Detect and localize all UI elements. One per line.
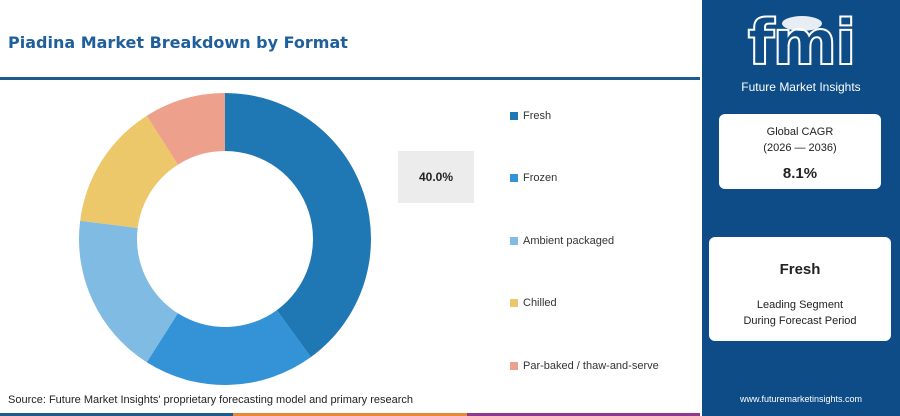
legend-label: Chilled — [523, 297, 557, 309]
donut-slice-frozen — [146, 310, 311, 385]
leading-segment-period: During Forecast Period — [743, 315, 857, 327]
legend-item-par-baked: Par-baked / thaw-and-serve — [510, 360, 659, 372]
value-callout: 40.0% — [398, 151, 474, 203]
legend-swatch — [510, 362, 518, 370]
legend-label: Par-baked / thaw-and-serve — [523, 360, 659, 372]
donut-slice-par-baked-thaw-and-serve — [146, 93, 225, 165]
donut-chart — [79, 93, 371, 385]
cagr-period: (2026 — 2036) — [763, 142, 837, 154]
legend-swatch — [510, 237, 518, 245]
donut-slice-chilled — [80, 115, 178, 228]
legend-item-fresh: Fresh — [510, 110, 551, 122]
cagr-card: Global CAGR (2026 — 2036) 8.1% — [719, 114, 881, 189]
cagr-value: 8.1% — [782, 165, 818, 182]
logo-company-name: Future Market Insights — [741, 80, 861, 94]
legend-item-chilled: Chilled — [510, 297, 557, 309]
leading-segment-caption: Leading Segment — [756, 299, 844, 311]
legend-swatch — [510, 174, 518, 182]
fmi-logo: fmi Future Market Insights — [702, 5, 900, 96]
chart-title: Piadina Market Breakdown by Format — [8, 33, 348, 52]
side-panel: fmi Future Market Insights — [702, 0, 900, 416]
legend-swatch — [510, 112, 518, 120]
bottom-bar-segment — [466, 413, 700, 416]
bottom-bar-segment — [0, 413, 234, 416]
leading-segment-name: Fresh — [779, 261, 821, 278]
legend-label: Frozen — [523, 172, 558, 184]
legend-item-ambient-packaged: Ambient packaged — [510, 235, 614, 247]
cagr-label: Global CAGR — [766, 126, 834, 138]
globe-icon — [782, 16, 822, 31]
bottom-bar-segment — [233, 413, 467, 416]
legend-swatch — [510, 299, 518, 307]
website-link[interactable]: www.futuremarketinsights.com — [739, 394, 863, 404]
bottom-color-bar — [0, 413, 700, 416]
legend-item-frozen: Frozen — [510, 172, 557, 184]
legend-label: Ambient packaged — [523, 235, 615, 247]
donut-slice-fresh — [225, 93, 371, 358]
source-note: Source: Future Market Insights' propriet… — [8, 394, 413, 406]
legend-label: Fresh — [523, 110, 552, 122]
leading-segment-card: Fresh Leading Segment During Forecast Pe… — [709, 237, 891, 341]
donut-slice-ambient-packaged — [79, 220, 178, 363]
title-divider — [0, 77, 700, 80]
